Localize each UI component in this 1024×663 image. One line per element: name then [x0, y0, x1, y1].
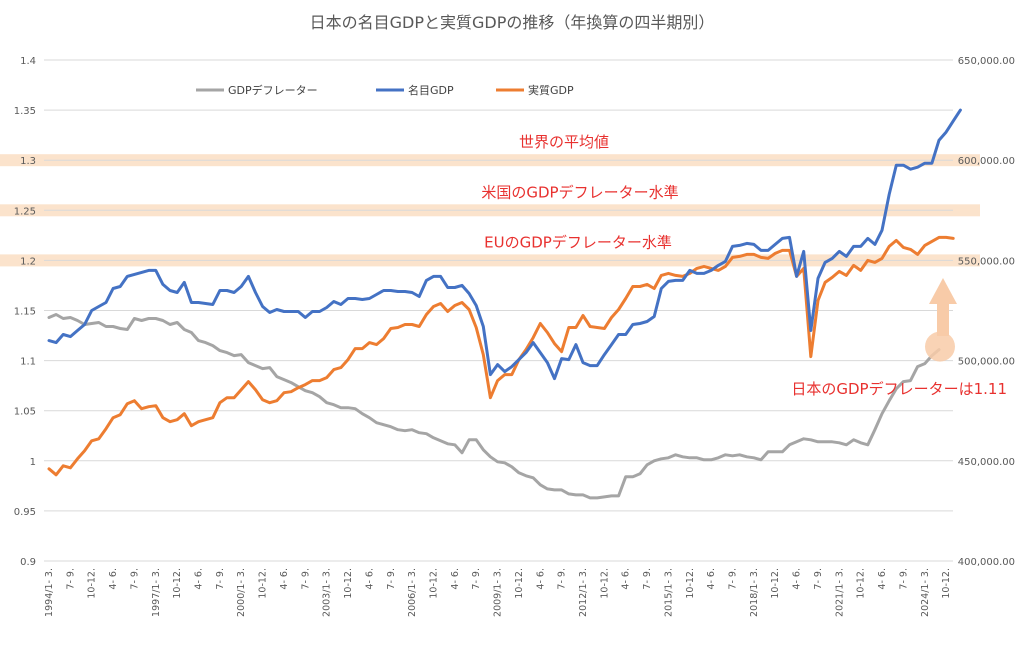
x-tick-label: 2018/1- 3.: [749, 568, 760, 617]
legend-label-1: 名目GDP: [408, 83, 454, 97]
left-tick-label: 1.2: [20, 256, 36, 267]
x-tick-label: 10-12.: [941, 568, 952, 599]
x-tick-label: 7- 9.: [898, 568, 909, 590]
x-tick-label: 7- 9.: [386, 568, 397, 590]
legend-label-2: 実質GDP: [528, 83, 574, 97]
x-tick-label: 10-12.: [514, 568, 525, 599]
left-tick-label: 1: [30, 457, 36, 468]
band-label-0: 世界の平均値: [519, 133, 609, 151]
x-tick-label: 7- 9.: [300, 568, 311, 590]
right-tick-label: 400,000.00: [958, 557, 1015, 568]
x-tick-label: 1994/1- 3.: [44, 568, 55, 617]
x-tick-label: 7- 9.: [557, 568, 568, 590]
legend: GDPデフレーター 名目GDP 実質GDP: [196, 83, 574, 97]
x-tick-label: 2012/1- 3.: [578, 568, 589, 617]
x-tick-label: 2015/1- 3.: [663, 568, 674, 617]
x-tick-label: 4- 6.: [792, 568, 803, 590]
x-tick-label: 2009/1- 3.: [493, 568, 504, 617]
x-tick-label: 10-12.: [856, 568, 867, 599]
band-label-1: 米国のGDPデフレーター水準: [481, 183, 678, 201]
x-tick-label: 7- 9.: [471, 568, 482, 590]
highlight-circle: [925, 331, 955, 362]
x-tick-label: 2006/1- 3.: [407, 568, 418, 617]
x-tick-label: 4- 6.: [621, 568, 632, 590]
right-tick-label: 550,000.00: [958, 256, 1015, 267]
x-tick-label: 10-12.: [258, 568, 269, 599]
legend-label-0: GDPデフレーター: [228, 83, 318, 97]
chart-title: 日本の名目GDPと実質GDPの推移（年換算の四半期別）: [310, 13, 715, 32]
left-tick-label: 1.15: [14, 307, 36, 318]
x-tick-label: 10-12.: [428, 568, 439, 599]
x-tick-label: 2021/1- 3.: [834, 568, 845, 617]
right-tick-label: 650,000.00: [958, 56, 1015, 67]
left-tick-label: 0.9: [20, 557, 36, 568]
x-tick-label: 7- 9.: [65, 568, 76, 590]
x-tick-label: 4- 6.: [877, 568, 888, 590]
annotation: 日本のGDPデフレーターは1.11: [791, 278, 1007, 398]
left-y-axis-ticks: 1.4 1.35 1.3 1.25 1.2 1.15 1.1 1.05 1 0.95 0.9: [14, 56, 36, 568]
right-y-axis-ticks: 650,000.00 600,000.00 550,000.00 500,000.00…: [958, 56, 1015, 568]
x-tick-label: 2000/1- 3.: [236, 568, 247, 617]
series-line-1: [47, 108, 962, 381]
left-tick-label: 1.4: [20, 56, 36, 67]
x-tick-label: 10-12.: [87, 568, 98, 599]
x-tick-label: 10-12.: [685, 568, 696, 599]
band-label-2: EUのGDPデフレーター水準: [484, 233, 672, 251]
left-tick-label: 1.25: [14, 206, 36, 217]
series-lines: [47, 108, 962, 500]
x-tick-label: 1997/1- 3.: [151, 568, 162, 617]
x-tick-label: 7- 9.: [728, 568, 739, 590]
right-tick-label: 450,000.00: [958, 457, 1015, 468]
x-tick-label: 4- 6.: [194, 568, 205, 590]
left-tick-label: 1.05: [14, 407, 36, 418]
left-tick-label: 1.3: [20, 156, 36, 167]
x-tick-label: 10-12.: [770, 568, 781, 599]
x-tick-label: 7- 9.: [129, 568, 140, 590]
up-arrow: [929, 278, 957, 336]
right-tick-label: 500,000.00: [958, 357, 1015, 368]
left-tick-label: 1.35: [14, 106, 36, 117]
x-tick-label: 10-12.: [172, 568, 183, 599]
x-tick-label: 2003/1- 3.: [322, 568, 333, 617]
right-tick-label: 600,000.00: [958, 156, 1015, 167]
x-tick-label: 7- 9.: [642, 568, 653, 590]
series-line-2: [47, 235, 955, 477]
left-tick-label: 0.95: [14, 507, 36, 518]
left-tick-label: 1.1: [20, 357, 36, 368]
x-tick-label: 4- 6.: [108, 568, 119, 590]
x-tick-label: 4- 6.: [279, 568, 290, 590]
x-tick-label: 2024/1- 3.: [920, 568, 931, 617]
x-tick-label: 4- 6.: [535, 568, 546, 590]
x-tick-label: 4- 6.: [706, 568, 717, 590]
x-tick-label: 10-12.: [343, 568, 354, 599]
x-tick-label: 10-12.: [599, 568, 610, 599]
series-line-0: [47, 313, 941, 500]
x-tick-label: 4- 6.: [364, 568, 375, 590]
x-axis-ticks: 1994/1- 3. 7- 9. 10-12. 4- 6. 7- 9. 1997/1- 3…: [44, 568, 952, 617]
annotation-label: 日本のGDPデフレーターは1.11: [791, 380, 1007, 398]
x-tick-label: 7- 9.: [813, 568, 824, 590]
x-tick-label: 4- 6.: [450, 568, 461, 590]
x-tick-label: 7- 9.: [215, 568, 226, 590]
